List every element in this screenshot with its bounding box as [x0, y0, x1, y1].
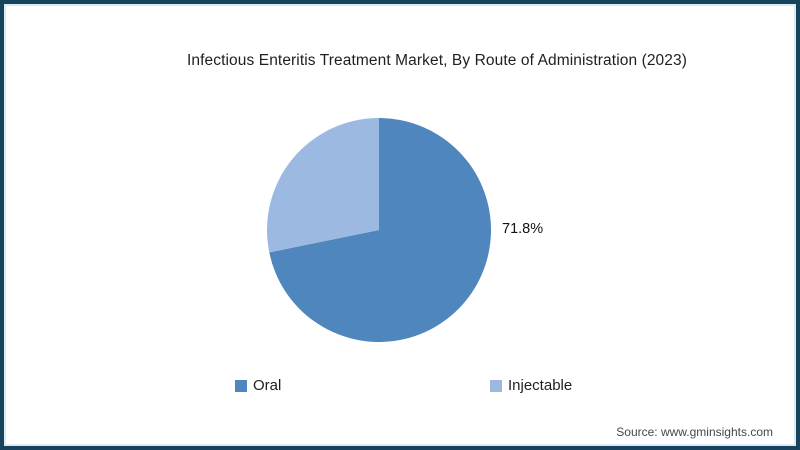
legend-swatch-injectable [490, 379, 502, 392]
pie-data-label: 71.8% [502, 221, 544, 237]
legend-label-injectable: Injectable [508, 377, 573, 394]
chart-title: Infectious Enteritis Treatment Market, B… [187, 52, 687, 69]
pie-slice-injectable [267, 118, 379, 253]
pie-svg [267, 118, 492, 342]
legend-item-injectable: Injectable [490, 377, 572, 394]
legend-label-oral: Oral [253, 377, 282, 394]
pie-slice-oral [269, 118, 492, 342]
legend-item-oral: Oral [235, 377, 281, 394]
pie-chart [267, 118, 492, 342]
legend: Oral Injectable [4, 377, 796, 395]
legend-swatch-oral [235, 379, 247, 392]
source-note: Source: www.gminsights.com [616, 425, 773, 439]
